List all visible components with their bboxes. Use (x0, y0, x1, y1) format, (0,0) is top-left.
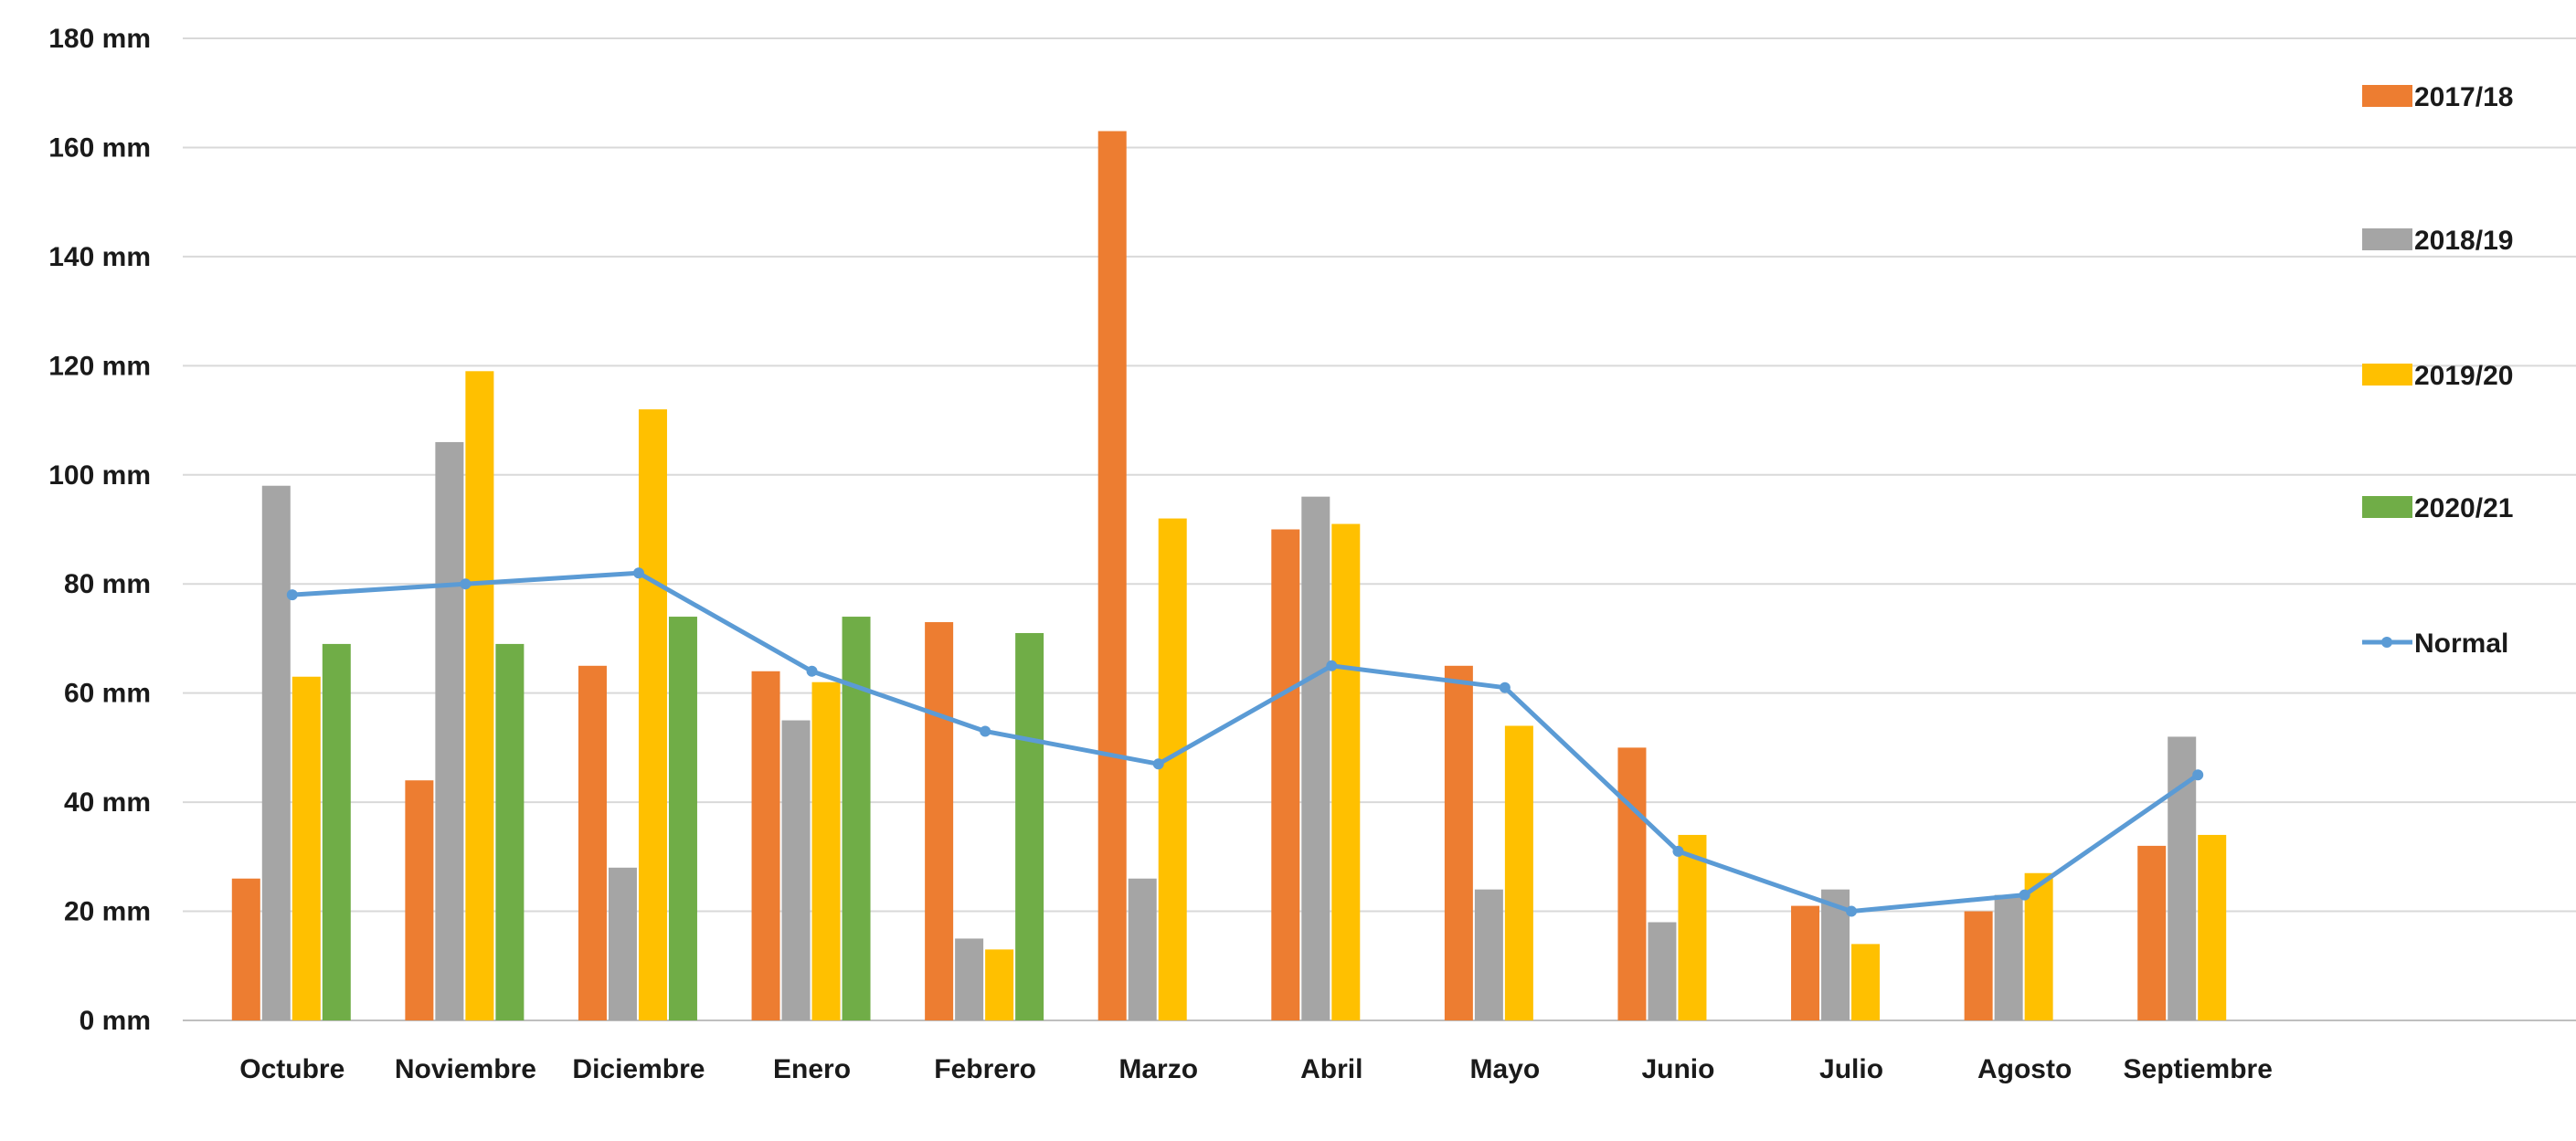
bar (1964, 911, 1993, 1020)
line-point (1846, 905, 1858, 917)
bar (261, 485, 291, 1020)
bar (1617, 747, 1647, 1020)
legend-label: 2020/21 (2414, 493, 2513, 523)
legend-item: Normal (2362, 629, 2508, 659)
bar (435, 441, 464, 1020)
legend-swatch (2362, 85, 2412, 107)
series-Normal (286, 567, 2204, 917)
bar (1791, 905, 1820, 1020)
line-point (1499, 681, 1511, 693)
bar (578, 665, 607, 1020)
bar (405, 780, 434, 1020)
x-tick-label: Noviembre (395, 1054, 536, 1084)
bar (842, 617, 871, 1020)
y-tick-label: 20 mm (64, 897, 151, 927)
y-tick-label: 140 mm (48, 242, 151, 272)
bar (955, 938, 984, 1020)
x-tick-label: Febrero (934, 1054, 1036, 1084)
legend-label: 2018/19 (2414, 226, 2513, 256)
x-tick-label: Agosto (1977, 1054, 2072, 1084)
bar (1678, 834, 1707, 1020)
line-point (1672, 845, 1684, 857)
x-tick-label: Enero (773, 1054, 851, 1084)
bar (1444, 665, 1473, 1020)
bar (1648, 922, 1677, 1020)
y-tick-label: 0 mm (80, 1006, 151, 1036)
bar (638, 409, 667, 1021)
bar (608, 867, 637, 1020)
line-point (806, 665, 818, 677)
legend-item: 2019/20 (2362, 361, 2513, 391)
line-point (980, 725, 991, 737)
bar (925, 622, 954, 1020)
bar (1331, 523, 1361, 1020)
bar (1474, 889, 1503, 1020)
line-point (1326, 660, 1338, 671)
x-axis-tick-labels: Octubre Noviembre Diciembre Enero Febrero Mar… (239, 1054, 2273, 1084)
legend-item: 2020/21 (2362, 493, 2513, 523)
y-tick-label: 40 mm (64, 787, 151, 818)
legend-item: 2017/18 (2362, 82, 2513, 112)
series-2018/19 (261, 441, 2197, 1020)
legend-marker (2381, 637, 2392, 648)
bar (1851, 944, 1881, 1020)
legend-swatch (2362, 228, 2412, 250)
bar (1271, 529, 1300, 1020)
x-tick-label: Marzo (1118, 1054, 1198, 1084)
x-tick-label: Abril (1300, 1054, 1362, 1084)
legend: 2017/18 2018/19 2019/20 2020/21 Normal (2362, 82, 2513, 659)
bar (2137, 845, 2167, 1020)
x-tick-label: Junio (1641, 1054, 1714, 1084)
bar (781, 720, 811, 1020)
line-point (1152, 758, 1164, 770)
legend-item: 2018/19 (2362, 226, 2513, 256)
legend-swatch (2362, 496, 2412, 518)
y-tick-label: 160 mm (48, 132, 151, 163)
bar (1158, 518, 1187, 1020)
bar-series (231, 131, 2227, 1021)
y-tick-label: 60 mm (64, 679, 151, 709)
bar (292, 676, 321, 1020)
bar (495, 643, 525, 1020)
y-tick-label: 180 mm (48, 24, 151, 54)
bar (2198, 834, 2227, 1020)
legend-swatch (2362, 364, 2412, 386)
bar (1128, 878, 1157, 1020)
series-2019/20 (292, 371, 2227, 1021)
bar (668, 617, 697, 1020)
x-tick-label: Julio (1819, 1054, 1883, 1084)
bar (1097, 131, 1127, 1020)
bar (985, 949, 1014, 1020)
line-point (286, 589, 298, 601)
bar (231, 878, 260, 1020)
bar (751, 671, 780, 1020)
line-series (286, 567, 2204, 917)
bar (1994, 894, 2023, 1020)
y-axis-tick-labels: 0 mm 20 mm 40 mm 60 mm 80 mm 100 mm 120 mm 140 … (48, 24, 151, 1036)
bar (1015, 632, 1044, 1020)
line-point (2192, 769, 2204, 781)
y-tick-label: 100 mm (48, 460, 151, 491)
bar (1504, 725, 1533, 1020)
legend-label: 2017/18 (2414, 82, 2513, 112)
legend-label: 2019/20 (2414, 361, 2513, 391)
x-tick-label: Diciembre (572, 1054, 705, 1084)
line-point (632, 567, 644, 579)
bar (322, 643, 351, 1020)
y-tick-label: 120 mm (48, 351, 151, 381)
bar (811, 681, 841, 1020)
line-path (292, 570, 2200, 914)
legend-label: Normal (2414, 629, 2508, 659)
y-tick-label: 80 mm (64, 569, 151, 599)
line-point (460, 578, 472, 590)
x-tick-label: Septiembre (2124, 1054, 2273, 1084)
bar (1301, 496, 1330, 1020)
line-point (2019, 889, 2030, 901)
bar (465, 371, 494, 1020)
x-tick-label: Mayo (1470, 1054, 1541, 1084)
series-2017/18 (231, 131, 2167, 1020)
x-tick-label: Octubre (239, 1054, 345, 1084)
